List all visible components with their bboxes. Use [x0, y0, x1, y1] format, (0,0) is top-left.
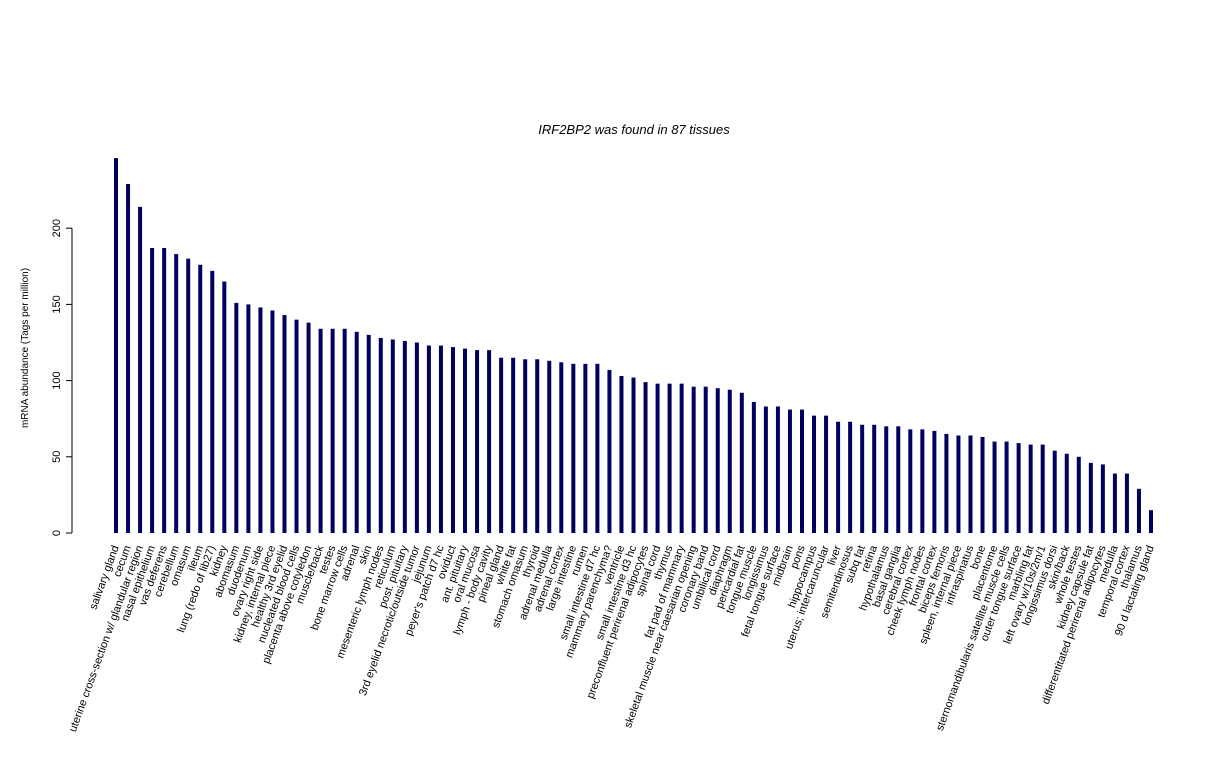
bar [824, 415, 829, 533]
bar [499, 357, 504, 533]
bar [246, 304, 251, 533]
bar [402, 340, 407, 533]
bar [1064, 453, 1069, 533]
bar [848, 421, 853, 533]
bar [210, 270, 215, 533]
bar [150, 248, 155, 533]
bar [667, 383, 672, 533]
bar [787, 409, 792, 533]
bar [426, 345, 431, 533]
bar [715, 388, 720, 533]
bar [583, 363, 588, 533]
bar [162, 248, 167, 533]
y-tick-label: 50 [51, 451, 63, 463]
bar [559, 362, 564, 533]
bar [222, 281, 227, 533]
y-tick-label: 100 [51, 371, 63, 389]
bar [944, 433, 949, 533]
bar [932, 430, 937, 533]
y-axis-label: mRNA abundance (Tags per million) [20, 268, 31, 428]
bar [860, 424, 865, 533]
bar [390, 339, 395, 533]
y-tick-label: 150 [51, 295, 63, 313]
bar [1028, 444, 1033, 533]
bar [920, 429, 925, 533]
bar [643, 382, 648, 533]
bar [174, 254, 179, 533]
bar [270, 310, 275, 533]
bar [571, 363, 576, 533]
bar [631, 377, 636, 533]
bar [691, 386, 696, 533]
bar [366, 334, 371, 533]
bar [956, 435, 961, 533]
bar [258, 307, 263, 533]
bar [198, 264, 203, 533]
bar [330, 328, 335, 533]
bar [607, 369, 612, 533]
bar [1149, 510, 1153, 533]
bar [450, 347, 455, 533]
bar [1100, 464, 1105, 533]
bar [739, 392, 744, 533]
bar [884, 426, 889, 533]
bar [763, 406, 768, 533]
bar [1088, 462, 1093, 533]
bar [463, 348, 468, 533]
bar [1052, 450, 1057, 533]
bar [378, 337, 383, 533]
bar [908, 429, 913, 533]
bar [126, 184, 131, 533]
y-tick-label: 0 [51, 530, 63, 536]
bar [234, 302, 239, 533]
bar [354, 331, 359, 533]
bar [799, 409, 804, 533]
bar [619, 376, 624, 533]
bar [992, 441, 997, 533]
bar [282, 315, 287, 533]
bar [523, 359, 528, 533]
bar [186, 258, 191, 533]
bar [342, 328, 347, 533]
bar [1112, 473, 1117, 533]
bar [751, 401, 756, 533]
bar [872, 424, 877, 533]
y-tick-label: 200 [51, 219, 63, 237]
bar [438, 345, 443, 533]
bar [547, 360, 552, 533]
bar [294, 319, 299, 533]
bar [1004, 441, 1009, 533]
bar [727, 389, 732, 533]
bar [836, 421, 841, 533]
bar [414, 342, 419, 533]
bar [775, 406, 780, 533]
bar [812, 415, 817, 533]
bar [595, 363, 600, 533]
bar [1076, 456, 1081, 533]
bar [535, 359, 540, 533]
bar [475, 350, 480, 533]
bar [114, 158, 118, 533]
bar [896, 426, 901, 533]
bar [487, 350, 492, 533]
bar [968, 435, 973, 533]
bar [655, 383, 660, 533]
bar [1124, 473, 1129, 533]
bar [511, 357, 516, 533]
bar [980, 436, 985, 533]
bar [1136, 488, 1141, 533]
chart-title: IRF2BP2 was found in 87 tissues [538, 122, 730, 137]
bar [1040, 444, 1045, 533]
bar [318, 328, 323, 533]
bar [679, 383, 684, 533]
bar [138, 206, 143, 533]
bar [703, 386, 708, 533]
bar [306, 322, 311, 533]
bar [1016, 443, 1021, 533]
